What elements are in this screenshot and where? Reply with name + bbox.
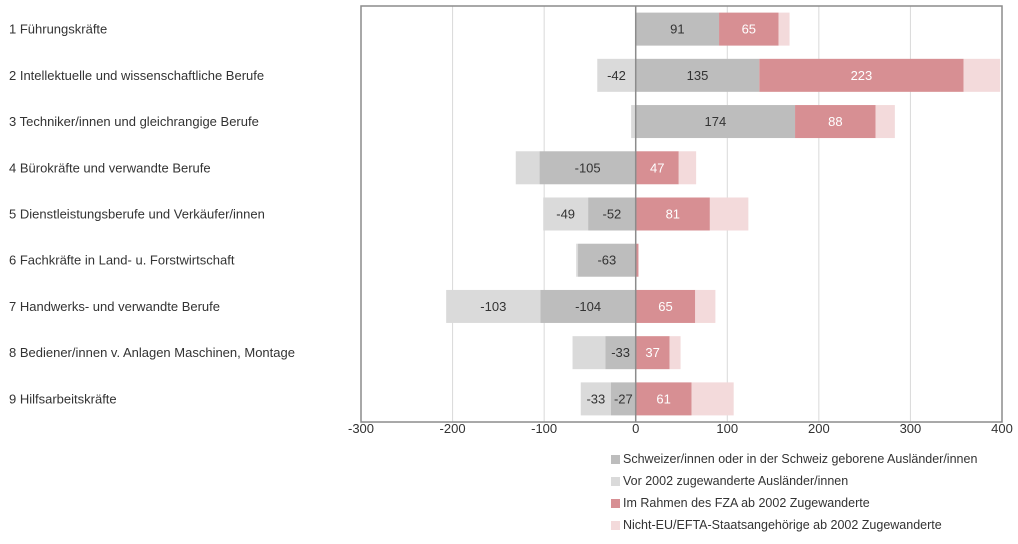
bar-segment <box>635 151 679 185</box>
legend-label: Im Rahmen des FZA ab 2002 Zugewanderte <box>623 496 870 510</box>
bar-segment <box>635 197 710 231</box>
data-label: 65 <box>742 22 756 37</box>
data-label: 61 <box>656 391 670 406</box>
legend-label: Schweizer/innen oder in der Schweiz gebo… <box>623 452 978 466</box>
category-labels: 1 Führungskräfte 2 Intellektuelle und wis… <box>9 22 295 407</box>
data-label: -33 <box>586 391 605 406</box>
legend-label: Nicht-EU/EFTA-Staatsangehörige ab 2002 Z… <box>623 518 942 532</box>
x-tick-label: 100 <box>716 421 738 436</box>
bar-segment <box>515 151 540 185</box>
bar-segment <box>795 105 876 139</box>
bar-segment <box>605 336 636 370</box>
data-label: -52 <box>603 207 622 222</box>
category-label: 3 Techniker/innen und gleichrangige Beru… <box>9 114 259 129</box>
legend-item: Im Rahmen des FZA ab 2002 Zugewanderte <box>611 492 977 514</box>
legend-label: Vor 2002 zugewanderte Ausländer/innen <box>623 474 849 488</box>
bar-segment <box>635 243 639 277</box>
legend-swatch <box>611 454 620 464</box>
legend: Schweizer/innen oder in der Schweiz gebo… <box>611 448 977 536</box>
legend-swatch <box>611 498 620 508</box>
data-label: 37 <box>645 345 659 360</box>
data-label: -63 <box>597 253 616 268</box>
data-label: -104 <box>575 299 601 314</box>
bar-segment <box>576 243 579 277</box>
data-label: 65 <box>658 299 672 314</box>
category-label: 5 Dienstleistungsberufe und Verkäufer/in… <box>9 207 265 222</box>
category-label: 8 Bediener/innen v. Anlagen Maschinen, M… <box>9 345 295 360</box>
x-tick-label: 300 <box>900 421 922 436</box>
category-label: 9 Hilfsarbeitskräfte <box>9 391 117 406</box>
bar-segment <box>635 58 760 92</box>
category-label: 7 Handwerks- und verwandte Berufe <box>9 299 220 314</box>
category-label: 1 Führungskräfte <box>9 22 107 37</box>
bar-segment <box>635 105 796 139</box>
value-labels: 91 65 135 -42 223 174 88 -105 47 -52 -49 81 -63 -104 -… <box>480 22 872 407</box>
bar-segment <box>963 58 1001 92</box>
category-label: 2 Intellektuelle und wissenschaftliche B… <box>9 68 264 83</box>
bar-segment <box>635 12 720 46</box>
bar-segment <box>635 382 692 416</box>
bar-segment <box>759 58 964 92</box>
data-label: 88 <box>828 114 842 129</box>
x-tick-label: 0 <box>632 421 639 436</box>
data-label: 223 <box>851 68 873 83</box>
bar-segment <box>446 289 541 323</box>
data-label: 135 <box>687 68 709 83</box>
legend-swatch <box>611 476 620 486</box>
bar-segment <box>539 151 636 185</box>
legend-item: Schweizer/innen oder in der Schweiz gebo… <box>611 448 977 470</box>
data-label: 47 <box>650 160 664 175</box>
data-label: 174 <box>705 114 727 129</box>
x-axis-tick-labels: -300 -200 -100 0 100 200 300 400 <box>348 421 1013 436</box>
category-label: 6 Fachkräfte in Land- u. Forstwirtschaft <box>9 253 235 268</box>
data-label: -33 <box>611 345 630 360</box>
x-tick-label: -300 <box>348 421 374 436</box>
bar-segment <box>610 382 636 416</box>
bar-segment <box>635 336 670 370</box>
data-label: -49 <box>556 207 575 222</box>
x-tick-label: -100 <box>531 421 557 436</box>
bar-segment <box>875 105 895 139</box>
bar-segment <box>543 197 589 231</box>
data-label: 81 <box>666 207 680 222</box>
legend-item: Nicht-EU/EFTA-Staatsangehörige ab 2002 Z… <box>611 514 977 536</box>
bar-segment <box>635 289 696 323</box>
bar-segment <box>572 336 606 370</box>
bar-segment <box>778 12 790 46</box>
category-label: 4 Bürokräfte und verwandte Berufe <box>9 160 211 175</box>
bar-segment <box>588 197 636 231</box>
bar-segment <box>540 289 636 323</box>
bar-segment <box>578 243 636 277</box>
data-label: -103 <box>480 299 506 314</box>
legend-item: Vor 2002 zugewanderte Ausländer/innen <box>611 470 977 492</box>
bar-segment <box>695 289 716 323</box>
bar-segment <box>597 58 636 92</box>
data-label: -105 <box>575 160 601 175</box>
bar-segment <box>631 105 636 139</box>
data-label: 91 <box>670 22 684 37</box>
data-label: -42 <box>607 68 626 83</box>
bar-segment <box>669 336 681 370</box>
bar-segment <box>580 382 611 416</box>
bar-segment <box>719 12 779 46</box>
bar-segment <box>691 382 734 416</box>
x-tick-label: 400 <box>991 421 1013 436</box>
x-tick-label: -200 <box>440 421 466 436</box>
x-tick-label: 200 <box>808 421 830 436</box>
plot-frame <box>360 5 1003 423</box>
plot-border <box>360 5 1003 423</box>
bar-segment <box>709 197 749 231</box>
bar-segment <box>678 151 697 185</box>
bars <box>446 12 1001 416</box>
data-label: -27 <box>614 391 633 406</box>
legend-swatch <box>611 520 620 530</box>
